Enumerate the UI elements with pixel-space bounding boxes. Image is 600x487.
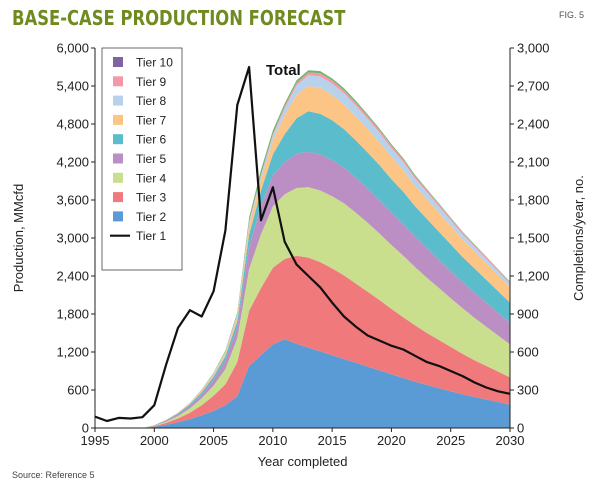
stacked-areas [142,70,510,429]
y-axis-title: Production, MMcfd [11,184,26,292]
x-tick-label: 2010 [258,433,287,448]
legend-label-tier-9: Tier 9 [136,75,167,89]
legend-swatch-tier-6 [113,134,123,145]
x-tick-label: 2015 [318,433,347,448]
legend-label-tier-1: Tier 1 [136,229,167,243]
x-tick-label: 2030 [496,433,525,448]
x-tick-label: 2000 [140,433,169,448]
tier-1-line [94,65,511,423]
legend-swatch-tier-2 [113,211,123,222]
y2-tick-label: 0 [517,421,524,436]
x-tick-label: 2005 [199,433,228,448]
legend-swatch-tier-9 [113,76,123,87]
y2-tick-label: 300 [517,383,539,398]
legend-swatch-tier-4 [113,172,123,183]
legend-swatch-tier-8 [113,95,123,106]
y2-tick-label: 900 [517,307,539,322]
y-tick-label: 4,200 [56,155,89,170]
tier-3-area [142,255,510,428]
axes: 1995 2000 2005 2010 2015 2020 2025 203006001,20… [56,41,549,449]
y2-tick-label: 1,500 [517,231,550,246]
legend-swatch-tier-7 [113,114,123,125]
y2-tick-label: 2,700 [517,79,550,94]
tier-2-area [142,339,510,428]
legend-label-tier-7: Tier 7 [136,113,167,127]
source-note: Source: Reference 5 [12,470,95,480]
y-tick-label: 6,000 [56,41,89,56]
y-tick-label: 4,800 [56,117,89,132]
x-tick-label: 2020 [377,433,406,448]
x-tick-label: 2025 [436,433,465,448]
figure-label: FIG. 5 [558,10,584,20]
legend-label-tier-10: Tier 10 [136,56,173,70]
legend: Tier 10 Tier 9 Tier 8 Tier 7 Tier 6 Tier 5 Tie… [101,47,183,271]
y-tick-label: 2,400 [56,269,89,284]
page-title: BASE-CASE PRODUCTION FORECAST [12,6,346,30]
y-tick-label: 600 [67,383,89,398]
y2-tick-label: 600 [517,345,539,360]
y2-tick-label: 1,200 [517,269,550,284]
y2-tick-label: 1,800 [517,193,550,208]
x-axis-title: Year completed [258,454,348,469]
y-tick-label: 1,200 [56,345,89,360]
legend-label-tier-8: Tier 8 [136,94,167,108]
legend-label-tier-3: Tier 3 [136,191,167,205]
y2-axis-title: Completions/year, no. [571,175,586,301]
y-tick-label: 0 [82,421,89,436]
legend-swatch-tier-10 [113,57,123,67]
legend-swatch-tier-3 [113,192,123,203]
legend-swatch-tier-5 [113,153,123,164]
legend-label-tier-5: Tier 5 [136,152,167,166]
y2-tick-label: 2,400 [517,117,550,132]
total-annotation: Total [266,62,301,79]
y-tick-label: 3,000 [56,231,89,246]
y-tick-label: 3,600 [56,193,89,208]
y2-tick-label: 2,100 [517,155,550,170]
legend-label-tier-6: Tier 6 [136,133,167,147]
x-tick-label: 1995 [81,433,110,448]
y-tick-label: 1,800 [56,307,89,322]
y2-tick-label: 3,000 [517,41,550,56]
legend-label-tier-2: Tier 2 [136,210,167,224]
tier-1-line-layer [94,65,511,423]
legend-label-tier-4: Tier 4 [136,171,167,185]
tier-4-area [142,187,510,428]
y-tick-label: 5,400 [56,79,89,94]
